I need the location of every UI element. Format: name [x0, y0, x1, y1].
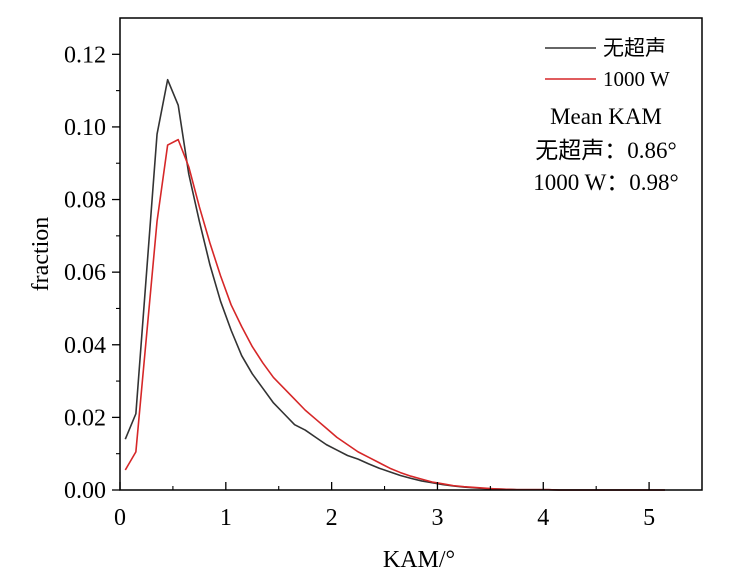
x-tick-label: 0 [114, 505, 126, 531]
annotation-title: Mean KAM [550, 104, 662, 129]
plot-frame [119, 17, 703, 491]
mean-kam-annotation: Mean KAM 无超声：0.86° 1000 W：0.98° [533, 104, 679, 195]
y-tick-label: 0.10 [64, 115, 106, 141]
axis-ticks [112, 53, 650, 491]
y-tick-label: 0.00 [64, 478, 106, 504]
legend-label-series-1: 1000 W [603, 67, 670, 91]
x-tick-label: 3 [431, 505, 443, 531]
x-tick-label: 2 [326, 505, 338, 531]
x-tick-label: 1 [220, 505, 232, 531]
y-tick-label: 0.02 [64, 405, 106, 431]
y-tick-label: 0.04 [64, 333, 106, 359]
x-axis-label: KAM/° [383, 547, 455, 573]
x-tick-label: 5 [643, 505, 655, 531]
y-tick-label: 0.08 [64, 188, 106, 214]
tick-labels: 0 1 2 3 4 5 0.00 0.02 0.04 0.06 0.08 0.10 0.12 [64, 42, 655, 531]
y-tick-label: 0.12 [64, 42, 106, 68]
annotation-line-2: 1000 W：0.98° [533, 170, 679, 195]
y-tick-label: 0.06 [64, 260, 106, 286]
x-tick-label: 4 [537, 505, 549, 531]
annotation-line-1: 无超声：0.86° [535, 138, 676, 163]
legend: 无超声 1000 W [545, 36, 670, 91]
legend-label-series-0: 无超声 [603, 36, 666, 60]
y-axis-label: fraction [28, 217, 54, 292]
